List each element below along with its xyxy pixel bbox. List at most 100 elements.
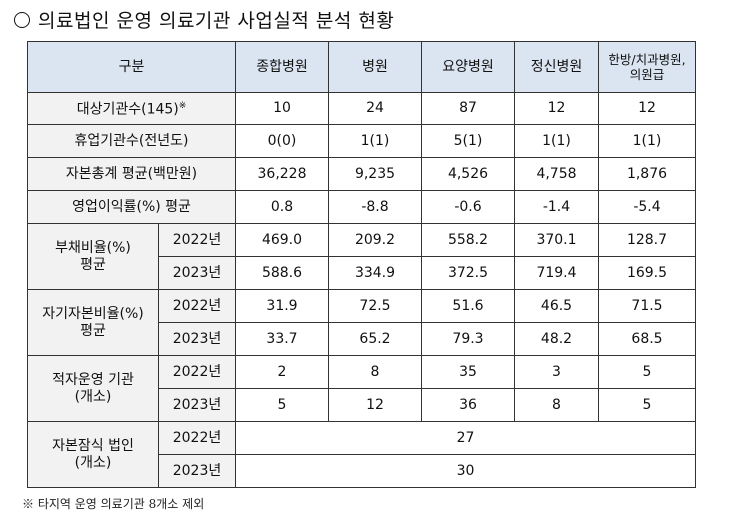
footnote: ※ 타지역 운영 의료기관 8개소 제외 <box>22 497 205 511</box>
results-table: 구분 종합병원 병원 요양병원 정신병원 한방/치과병원, 의원급 대상기관수(1… <box>27 41 696 488</box>
table-row: 휴업기관수(전년도) 0(0) 1(1) 5(1) 1(1) 1(1) <box>27 124 696 158</box>
header-col-psychiatric-hospital: 정신병원 <box>514 41 599 93</box>
table-cell: 46.5 <box>514 289 599 323</box>
row-label-text: 대상기관수(145) <box>76 101 179 118</box>
table-cell: 4,526 <box>421 157 515 191</box>
header-col-oriental-dental-clinic: 한방/치과병원, 의원급 <box>598 41 696 93</box>
row-label-profit: 영업이익률(%) 평균 <box>27 190 236 224</box>
table-row: 2023년 33.7 65.2 79.3 48.2 68.5 <box>28 322 696 356</box>
row-label-line1: 자본잠식 법인 <box>52 437 134 454</box>
table-cell: 72.5 <box>328 289 422 323</box>
table-cell: 558.2 <box>421 223 515 257</box>
table-cell: 469.0 <box>235 223 329 257</box>
table-cell: 169.5 <box>598 256 696 290</box>
row-label-equity: 자기자본비율(%) 평균 <box>27 289 159 356</box>
header-gubun: 구분 <box>27 41 236 93</box>
year-label: 2023년 <box>158 388 236 422</box>
merged-cell: 30 <box>235 454 696 488</box>
page-title-text: 의료법인 운영 의료기관 사업실적 분석 현황 <box>38 10 395 32</box>
table-cell: 4,758 <box>514 157 599 191</box>
table-cell: 8 <box>328 355 422 389</box>
table-cell: 334.9 <box>328 256 422 290</box>
year-label: 2022년 <box>158 289 236 323</box>
table-row: 2023년 5 12 36 8 5 <box>28 388 696 422</box>
header-col-nursing-hospital: 요양병원 <box>421 41 515 93</box>
table-cell: 36 <box>421 388 515 422</box>
table-cell: 719.4 <box>514 256 599 290</box>
year-label: 2023년 <box>158 454 236 488</box>
table-cell: 1(1) <box>328 124 422 158</box>
table-cell: 87 <box>421 92 515 125</box>
row-label-closed: 휴업기관수(전년도) <box>27 124 236 158</box>
table-cell: 31.9 <box>235 289 329 323</box>
row-label-line2: 평균 <box>80 322 106 339</box>
table-row: 2023년 30 <box>28 454 696 488</box>
table-cell: 79.3 <box>421 322 515 356</box>
row-label-deficit: 적자운영 기관 (개소) <box>27 355 159 422</box>
table-row: 대상기관수(145)※ 10 24 87 12 12 <box>27 92 696 125</box>
table-cell: 3 <box>514 355 599 389</box>
table-cell: 36,228 <box>235 157 329 191</box>
table-row: 부채비율(%) 평균 2022년 469.0 209.2 558.2 370.1 … <box>27 223 696 290</box>
table-cell: 0.8 <box>235 190 329 224</box>
year-label: 2022년 <box>158 355 236 389</box>
row-label-line2: 평균 <box>80 256 106 273</box>
table-cell: 370.1 <box>514 223 599 257</box>
table-cell: -0.6 <box>421 190 515 224</box>
table-row: 2023년 588.6 334.9 372.5 719.4 169.5 <box>28 256 696 290</box>
year-label: 2022년 <box>158 421 236 455</box>
table-cell: 372.5 <box>421 256 515 290</box>
table-cell: 5 <box>235 388 329 422</box>
header-row: 구분 종합병원 병원 요양병원 정신병원 한방/치과병원, 의원급 <box>27 41 696 93</box>
header-col-general-hospital: 종합병원 <box>235 41 329 93</box>
table-cell: 128.7 <box>598 223 696 257</box>
table-cell: 8 <box>514 388 599 422</box>
table-cell: 5(1) <box>421 124 515 158</box>
table-cell: 0(0) <box>235 124 329 158</box>
header-col-line1: 한방/치과병원, <box>608 52 686 67</box>
row-label-line1: 적자운영 기관 <box>52 371 134 388</box>
table-cell: 2 <box>235 355 329 389</box>
row-label-line1: 부채비율(%) <box>55 239 131 256</box>
table-cell: 209.2 <box>328 223 422 257</box>
table-cell: 1,876 <box>598 157 696 191</box>
table-cell: 71.5 <box>598 289 696 323</box>
table-row: 자본총계 평균(백만원) 36,228 9,235 4,526 4,758 1,… <box>27 157 696 191</box>
table-cell: 1(1) <box>514 124 599 158</box>
row-label-line2: (개소) <box>74 454 112 471</box>
table-row: 자기자본비율(%) 평균 2022년 31.9 72.5 51.6 46.5 71… <box>27 289 696 356</box>
table-cell: 12 <box>328 388 422 422</box>
circle-bullet-icon <box>14 12 30 28</box>
table-cell: 24 <box>328 92 422 125</box>
row-label-capital: 자본총계 평균(백만원) <box>27 157 236 191</box>
row-label-target: 대상기관수(145)※ <box>27 92 236 125</box>
table-cell: 588.6 <box>235 256 329 290</box>
table-cell: -1.4 <box>514 190 599 224</box>
table-cell: 68.5 <box>598 322 696 356</box>
table-row: 적자운영 기관 (개소) 2022년 2 8 35 3 5 <box>27 355 696 422</box>
row-label-impaired: 자본잠식 법인 (개소) <box>27 421 159 488</box>
row-label-line1: 자기자본비율(%) <box>42 305 144 322</box>
table-cell: 1(1) <box>598 124 696 158</box>
row-label-line2: (개소) <box>74 388 112 405</box>
table-cell: 48.2 <box>514 322 599 356</box>
table-cell: 51.6 <box>421 289 515 323</box>
year-label: 2022년 <box>158 223 236 257</box>
table-cell: 33.7 <box>235 322 329 356</box>
header-col-hospital: 병원 <box>328 41 422 93</box>
year-label: 2023년 <box>158 322 236 356</box>
header-col-line2: 의원급 <box>629 67 665 82</box>
page-title: 의료법인 운영 의료기관 사업실적 분석 현황 <box>14 6 394 33</box>
table-cell: 65.2 <box>328 322 422 356</box>
table-cell: 10 <box>235 92 329 125</box>
table-row: 자본잠식 법인 (개소) 2022년 27 <box>27 421 696 488</box>
row-label-debt: 부채비율(%) 평균 <box>27 223 159 290</box>
table-cell: 12 <box>514 92 599 125</box>
table-cell: -8.8 <box>328 190 422 224</box>
merged-cell: 27 <box>235 421 696 455</box>
year-label: 2023년 <box>158 256 236 290</box>
table-cell: 12 <box>598 92 696 125</box>
table-cell: 35 <box>421 355 515 389</box>
table-cell: -5.4 <box>598 190 696 224</box>
reference-mark: ※ <box>178 101 187 112</box>
